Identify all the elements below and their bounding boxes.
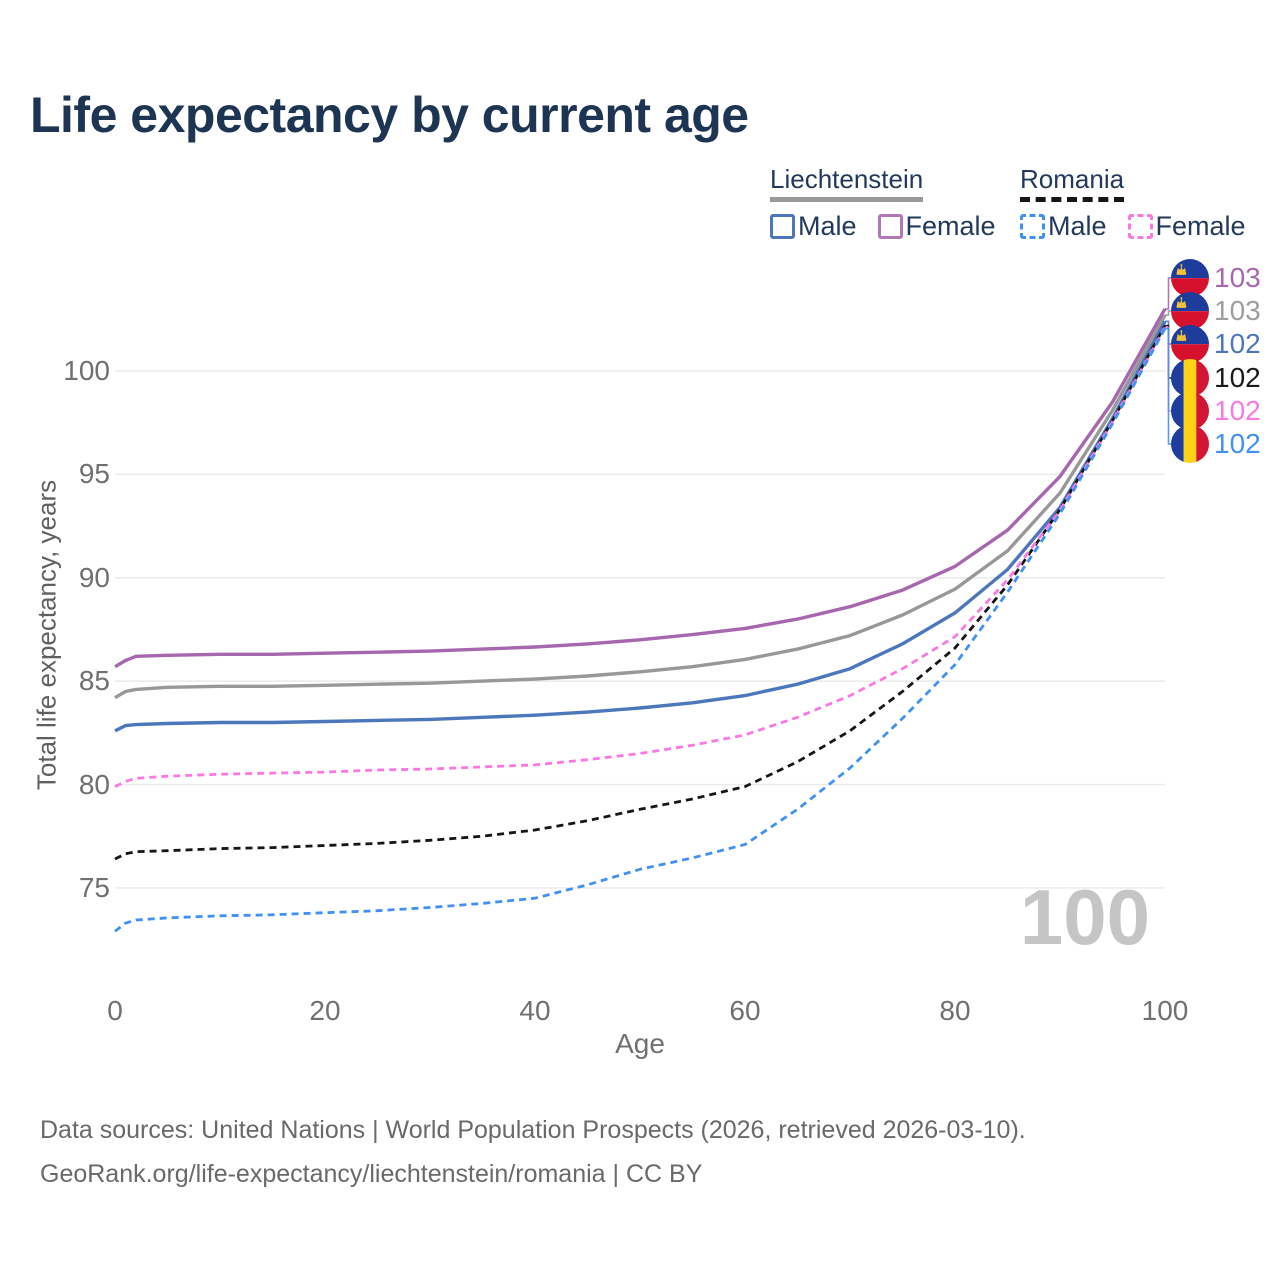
x-tick-label-100: 100	[1141, 995, 1189, 1026]
series-end-label: 103	[1171, 292, 1261, 330]
romania-flag-icon	[1171, 425, 1209, 463]
legend-item-label: Male	[798, 211, 857, 241]
end-label-value: 102	[1214, 328, 1261, 359]
legend-country-romania[interactable]: Romania	[1020, 164, 1125, 202]
legend-country-liechtenstein[interactable]: Liechtenstein	[770, 164, 924, 202]
footer-attribution: GeoRank.org/life-expectancy/liechtenstei…	[40, 1160, 703, 1188]
y-tick-label-85: 85	[78, 665, 110, 697]
y-tick-label-95: 95	[78, 458, 110, 490]
y-axis-title: Total life expectancy, years	[31, 479, 62, 791]
y-tick-label-90: 90	[78, 561, 110, 593]
series-end-label: 102	[1171, 425, 1261, 463]
legend-item-romania-female[interactable]: Female	[1127, 211, 1246, 242]
series-end-label: 102	[1171, 359, 1261, 397]
x-tick-label-80: 80	[939, 995, 971, 1026]
legend-item-label: Female	[905, 211, 996, 241]
end-label-connector-liechtenstein-both-sexes	[1165, 310, 1171, 316]
x-axis-title: Age	[615, 1028, 665, 1059]
footer-data-sources: Data sources: United Nations | World Pop…	[40, 1116, 1026, 1144]
end-label-connector-liechtenstein-female	[1165, 277, 1171, 310]
age-cursor-watermark: 100	[1020, 873, 1150, 961]
legend-item-label: Male	[1048, 211, 1107, 241]
legend-item-liechtenstein-male[interactable]: Male	[770, 211, 857, 242]
romania-flag-icon	[1171, 392, 1209, 430]
x-tick-label-20: 20	[309, 995, 341, 1026]
end-label-value: 102	[1214, 395, 1261, 426]
x-tick-label-40: 40	[519, 995, 551, 1026]
series-end-label: 102	[1171, 325, 1261, 363]
page-title: Life expectancy by current age	[30, 87, 749, 143]
x-tick-label-0: 0	[107, 995, 123, 1026]
liechtenstein-flag-icon	[1171, 292, 1209, 330]
series-line-liechtenstein-both-sexes[interactable]	[114, 314, 1167, 700]
legend-group-liechtenstein: Liechtenstein Male Female	[770, 164, 1017, 242]
liechtenstein-flag-icon	[1171, 259, 1209, 297]
end-label-value: 103	[1214, 295, 1261, 326]
liechtenstein-female-swatch-icon	[877, 214, 903, 239]
series-line-liechtenstein-female[interactable]	[114, 308, 1167, 669]
series-line-romania-male[interactable]	[114, 327, 1167, 933]
romania-female-swatch-icon	[1127, 214, 1153, 239]
liechtenstein-male-swatch-icon	[770, 214, 795, 239]
legend-group-romania: Romania Male Female	[1020, 164, 1267, 242]
end-label-value: 103	[1214, 262, 1261, 293]
end-label-connector-romania-male	[1165, 327, 1171, 445]
end-label-value: 102	[1214, 428, 1261, 459]
end-label-value: 102	[1214, 362, 1261, 393]
chart-footer: Data sources: United Nations | World Pop…	[40, 1108, 1026, 1196]
legend-item-label: Female	[1155, 211, 1246, 241]
romania-flag-icon	[1171, 359, 1209, 397]
liechtenstein-flag-icon	[1171, 325, 1209, 363]
y-tick-label-80: 80	[78, 768, 110, 800]
series-end-label: 102	[1171, 392, 1261, 430]
series-end-label: 103	[1171, 259, 1261, 297]
y-tick-label-100: 100	[63, 354, 110, 386]
y-tick-label-75: 75	[78, 871, 110, 903]
romania-male-swatch-icon	[1020, 214, 1045, 239]
x-tick-label-60: 60	[729, 995, 761, 1026]
series-line-romania-both-sexes[interactable]	[114, 324, 1167, 861]
series-line-romania-female[interactable]	[114, 326, 1167, 788]
legend-item-liechtenstein-female[interactable]: Female	[877, 211, 996, 242]
series-line-liechtenstein-male[interactable]	[114, 320, 1167, 733]
legend-item-romania-male[interactable]: Male	[1020, 211, 1107, 242]
